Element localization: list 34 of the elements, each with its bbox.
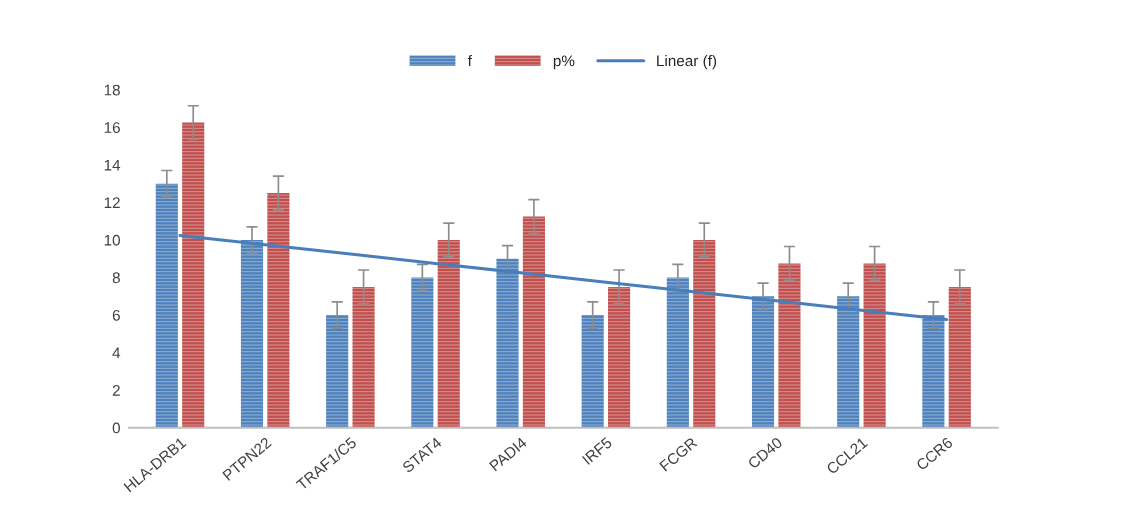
line-series: [178, 233, 949, 322]
bar: [496, 258, 519, 428]
bar: [922, 315, 945, 428]
bar: [155, 183, 178, 428]
bar: [240, 239, 264, 428]
bar: [666, 277, 689, 428]
bar: [608, 286, 631, 428]
y-tick-label: 8: [112, 272, 120, 284]
y-tick-label: 4: [112, 347, 121, 359]
bar: [267, 193, 290, 428]
bar: [863, 263, 886, 428]
bar: [581, 315, 604, 428]
y-tick-label: 14: [104, 159, 121, 171]
legend-label: p%: [553, 55, 575, 70]
bar: [693, 239, 716, 428]
y-tick-label: 2: [112, 385, 120, 396]
bar: [411, 277, 434, 428]
y-tick-label: 10: [104, 234, 120, 246]
y-tick-label: 6: [112, 309, 120, 321]
bar: [948, 286, 971, 428]
bar: [326, 315, 349, 428]
bar: [522, 216, 545, 428]
bar: [182, 122, 205, 428]
bar: [751, 296, 775, 428]
legend-label: f: [467, 55, 472, 67]
y-tick-label: 16: [104, 122, 120, 133]
bar: [437, 239, 460, 428]
legend-label: Linear (f): [657, 55, 717, 70]
bar: [778, 263, 801, 428]
y-tick-label: 0: [112, 422, 120, 434]
y-tick-label: 12: [104, 197, 120, 208]
bar: [352, 286, 375, 428]
bar: [837, 296, 860, 428]
y-tick-label: 18: [104, 84, 120, 96]
